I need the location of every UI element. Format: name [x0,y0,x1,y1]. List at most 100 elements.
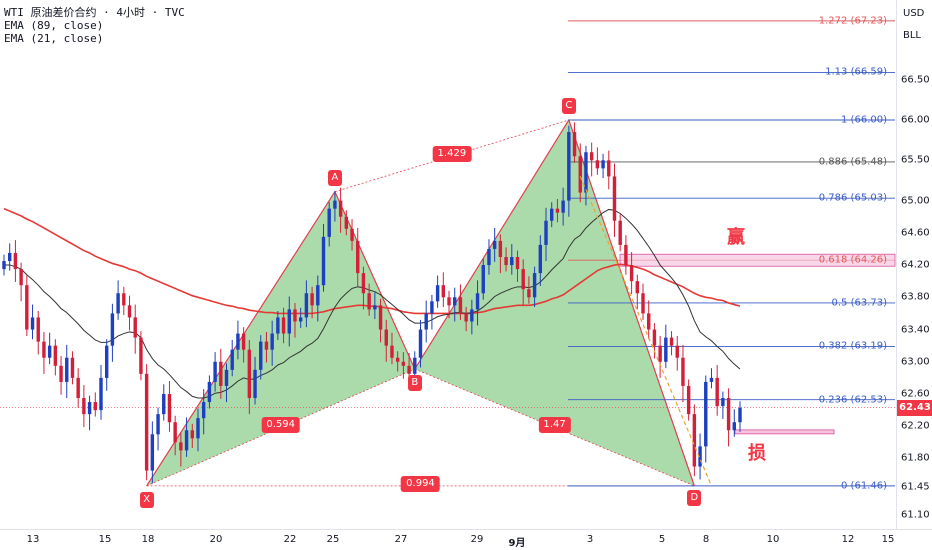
time-tick-7: 29 [470,534,484,545]
candle-body-38 [219,361,223,386]
candle-body-30 [173,422,177,443]
candle-body-12 [70,357,75,378]
stop-loss-box [734,429,835,435]
candle-body-79 [453,297,457,306]
candle-body-71 [407,365,411,374]
target-zone-box [619,253,896,267]
candle-body-70 [401,361,406,366]
pattern-ratio-line-2 [414,368,695,487]
candle-body-108 [618,220,622,245]
candle-body-39 [224,369,229,386]
candle-body-121 [692,414,697,467]
candle-body-9 [53,345,58,366]
candle-body-48 [276,317,280,334]
candle-body-74 [424,313,428,330]
price-tick-5: 64.20 [901,259,930,271]
candle-body-73 [418,329,423,358]
pattern-bcd-fill [414,120,695,486]
fib-label-5: 0.618 (64.26) [818,254,887,266]
candle-body-113 [647,313,651,330]
legend-ema-long: EMA (89, close) [4,19,104,32]
time-axis[interactable]: 13 15 18 20 22 25 27 29 9月 3 5 8 10 12 15 [0,529,932,550]
candle-body-42 [241,333,246,350]
candle-body-110 [629,265,634,282]
pattern-ratio-3: 0.994 [401,475,440,492]
fib-label-2: 1 (66.00) [841,114,887,126]
pattern-point-b: B [407,375,422,392]
candle-body-41 [236,333,240,350]
candle-body-16 [93,402,97,411]
candle-body-98 [561,200,565,213]
candle-body-81 [464,313,468,322]
candle-body-115 [658,345,662,362]
candle-body-47 [270,333,274,350]
legend-title: WTI 原油差价合约 · 4小时 · TVC [4,6,185,19]
candle-body-27 [156,414,160,435]
candle-body-72 [413,357,417,374]
candle-body-6 [36,317,40,342]
time-tick-4: 22 [283,534,297,545]
ema-21-line [4,208,741,399]
loss-annotation: 损 [748,443,766,464]
time-tick-5: 25 [326,534,340,545]
pattern-leg-1 [334,191,416,370]
fib-label-3: 0.886 (65.48) [818,156,887,168]
candle-body-84 [481,265,485,294]
win-annotation: 赢 [727,227,745,248]
candle-body-90 [515,257,520,270]
candle-body-40 [230,349,234,370]
candle-body-31 [179,442,183,451]
pattern-leg-2 [414,119,570,370]
candle-body-102 [584,152,588,193]
candle-body-96 [550,208,554,221]
candle-body-0 [2,261,6,270]
candle-body-18 [104,345,109,378]
fib-label-9: 0 (61.46) [841,480,887,492]
candle-body-61 [350,228,354,241]
candle-body-67 [384,329,388,346]
candle-body-100 [572,132,577,157]
unit-button[interactable]: BLL [903,30,922,41]
pattern-ratio-2: 1.47 [538,417,571,434]
time-tick-11: 8 [702,534,710,545]
candle-body-95 [544,220,548,245]
fib-label-8: 0.236 (62.53) [818,394,887,406]
candle-body-2 [13,252,18,270]
candle-body-60 [344,216,349,229]
candle-body-7 [42,341,46,358]
price-tick-4: 64.60 [901,227,930,239]
candle-body-97 [555,208,560,213]
candle-body-86 [492,240,497,249]
candle-body-120 [686,385,691,415]
candle-body-58 [333,200,337,209]
candle-body-94 [538,244,543,274]
candle-body-22 [127,305,132,318]
candle-body-19 [110,313,115,346]
candle-body-69 [395,357,400,362]
price-scale[interactable]: USD BLL 66.50 66.00 65.50 65.00 64.60 64.20 63… [896,0,932,530]
candle-body-107 [612,176,617,221]
candle-body-68 [390,345,394,358]
pattern-ratio-line-1 [334,119,569,193]
pattern-ratio-line-0 [146,368,415,487]
candle-body-15 [87,402,92,415]
pattern-xab-fill [146,191,415,486]
candle-body-43 [247,349,252,399]
candle-body-63 [361,273,366,294]
candle-body-59 [338,200,343,217]
candle-body-56 [321,236,326,286]
candle-body-20 [116,293,120,314]
fib-label-0: 1.272 (67.23) [818,15,887,27]
candle-body-127 [726,398,731,431]
time-tick-6: 27 [394,534,408,545]
currency-button[interactable]: USD [903,8,925,19]
price-tick-6: 63.80 [901,291,930,303]
candle-body-26 [150,434,155,471]
time-tick-8: 9月 [508,538,526,549]
candle-body-10 [59,365,63,382]
candle-body-24 [139,337,143,374]
candle-body-129 [738,407,742,423]
fib-label-4: 0.786 (65.03) [818,192,887,204]
price-tick-0: 66.50 [901,74,930,86]
